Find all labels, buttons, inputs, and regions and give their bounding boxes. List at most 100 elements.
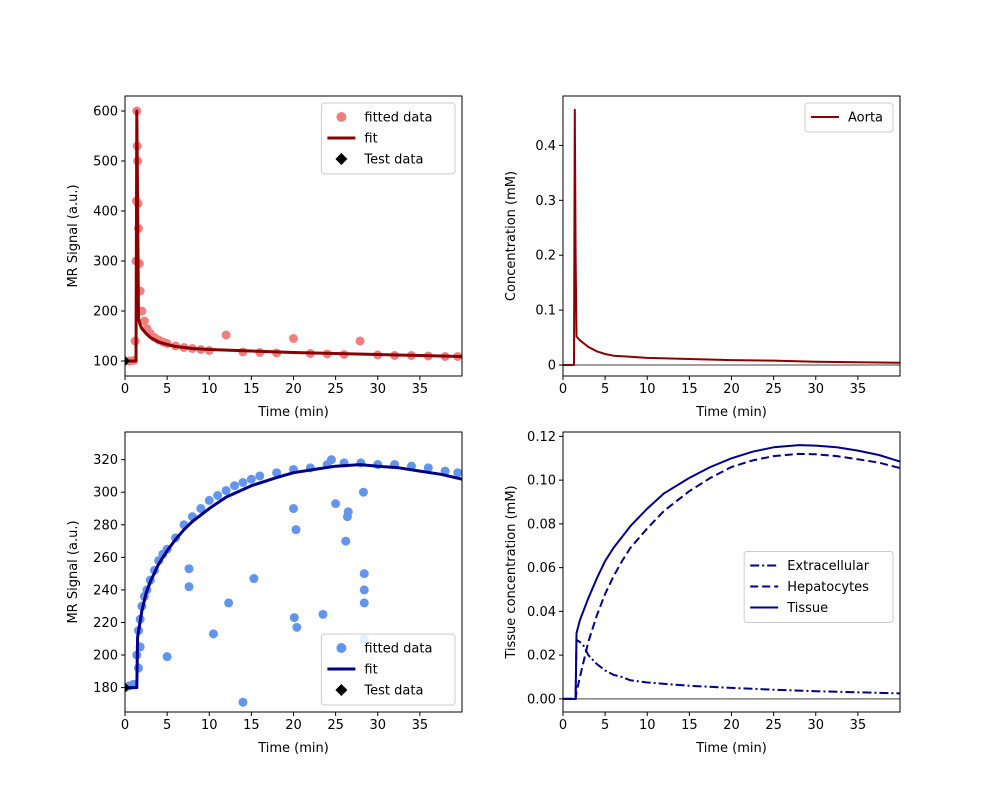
x-tick-label: 15 xyxy=(681,382,698,397)
x-tick-label: 0 xyxy=(559,382,567,397)
x-axis-label: Time (min) xyxy=(257,405,329,420)
data-point xyxy=(359,598,369,608)
data-point xyxy=(358,487,368,497)
series-line-extracellular xyxy=(563,638,900,700)
data-point xyxy=(341,536,351,546)
legend-box xyxy=(743,551,894,623)
data-point xyxy=(326,455,336,465)
x-tick-label: 10 xyxy=(201,718,218,733)
data-point xyxy=(162,652,172,662)
y-axis-label: MR Signal (a.u.) xyxy=(66,520,81,623)
data-point xyxy=(139,316,149,326)
y-tick-label: 0.10 xyxy=(527,474,556,489)
x-tick-label: 0 xyxy=(559,718,567,733)
data-point xyxy=(238,697,248,707)
data-point xyxy=(355,336,365,346)
legend: fitted data fit Test data xyxy=(320,102,456,175)
y-tick-label: 0.04 xyxy=(527,605,556,620)
x-tick-label: 35 xyxy=(850,382,867,397)
y-tick-label: 0.1 xyxy=(535,304,556,319)
legend-box xyxy=(320,102,456,175)
y-tick-label: 0.2 xyxy=(535,249,556,264)
fit-line xyxy=(125,109,462,363)
data-point xyxy=(196,504,206,514)
data-point xyxy=(289,334,298,343)
axes-frame xyxy=(562,95,901,377)
data-point xyxy=(318,609,328,619)
data-point xyxy=(289,613,299,623)
x-tick-label: 10 xyxy=(639,718,656,733)
x-tick-label: 35 xyxy=(412,382,429,397)
y-tick-label: 300 xyxy=(93,486,118,501)
x-axis-label: Time (min) xyxy=(257,741,329,756)
x-tick-label: 30 xyxy=(369,382,386,397)
legend-label: Test data xyxy=(363,153,423,168)
legend-label: Test data xyxy=(363,684,423,699)
data-point xyxy=(423,463,433,473)
data-point xyxy=(221,330,231,340)
legend: Aorta xyxy=(804,102,894,133)
legend-label: Aorta xyxy=(848,111,883,126)
y-tick-label: 260 xyxy=(93,551,118,566)
fit-line xyxy=(125,463,462,690)
legend-marker-data xyxy=(336,112,347,122)
data-point xyxy=(184,582,194,592)
data-point xyxy=(208,629,218,639)
data-point xyxy=(249,574,259,584)
x-tick-label: 30 xyxy=(807,718,824,733)
data-point xyxy=(224,598,234,608)
data-point xyxy=(221,486,231,496)
data-point xyxy=(230,481,240,491)
x-tick-label: 5 xyxy=(601,718,609,733)
legend-box xyxy=(320,633,456,706)
legend-label: fitted data xyxy=(364,642,432,657)
x-tick-label: 5 xyxy=(601,382,609,397)
legend-box xyxy=(804,102,894,133)
x-axis-label: Time (min) xyxy=(695,741,767,756)
y-tick-label: 280 xyxy=(93,518,118,533)
data-point xyxy=(359,585,369,595)
y-axis-label: MR Signal (a.u.) xyxy=(66,184,81,287)
legend-label: fit xyxy=(364,132,377,147)
x-tick-label: 30 xyxy=(369,718,386,733)
x-tick-label: 10 xyxy=(201,382,218,397)
series-line-aorta xyxy=(563,108,900,366)
panel-2: 0 5 10 15 20 25 30 35 0 0.1 0.2 0.3 0.4 Time (min) Con… xyxy=(504,95,901,420)
panel-4: 0 5 10 15 20 25 30 35 0.00 0.02 0.04 0.06 0.08 0.10 0.… xyxy=(504,430,901,756)
x-tick-label: 0 xyxy=(121,382,129,397)
y-tick-label: 0.06 xyxy=(527,561,556,576)
x-axis-label: Time (min) xyxy=(695,405,767,420)
data-point xyxy=(272,468,282,478)
plot-area xyxy=(125,106,462,366)
plot-area xyxy=(125,455,462,707)
data-point xyxy=(246,474,256,484)
data-point xyxy=(289,504,298,514)
x-tick-label: 25 xyxy=(327,718,344,733)
legend: Extracellular Hepatocytes Tissue xyxy=(743,551,894,623)
plot-area xyxy=(563,444,900,700)
x-tick-label: 25 xyxy=(327,382,344,397)
data-point xyxy=(343,507,353,517)
data-point xyxy=(255,471,265,481)
y-tick-label: 100 xyxy=(93,355,118,370)
x-tick-label: 35 xyxy=(850,718,867,733)
series-line-tissue xyxy=(563,444,900,700)
x-tick-label: 30 xyxy=(807,382,824,397)
x-tick-label: 25 xyxy=(765,718,782,733)
data-point xyxy=(204,495,214,505)
y-tick-label: 200 xyxy=(93,649,118,664)
panel-3: 0 5 10 15 20 25 30 35 180 200 220 240 260 280 300 320 Ti… xyxy=(66,431,463,756)
data-point xyxy=(184,564,194,574)
y-tick-label: 320 xyxy=(93,453,118,468)
x-tick-label: 5 xyxy=(163,718,171,733)
series-line-hepatocytes xyxy=(563,452,900,700)
x-tick-label: 0 xyxy=(121,718,129,733)
y-axis-label: Concentration (mM) xyxy=(504,171,519,301)
x-tick-label: 15 xyxy=(243,718,260,733)
data-point xyxy=(453,468,462,478)
x-tick-label: 20 xyxy=(723,382,740,397)
x-tick-label: 15 xyxy=(681,718,698,733)
legend-label: fit xyxy=(364,663,377,678)
x-tick-label: 20 xyxy=(285,718,302,733)
